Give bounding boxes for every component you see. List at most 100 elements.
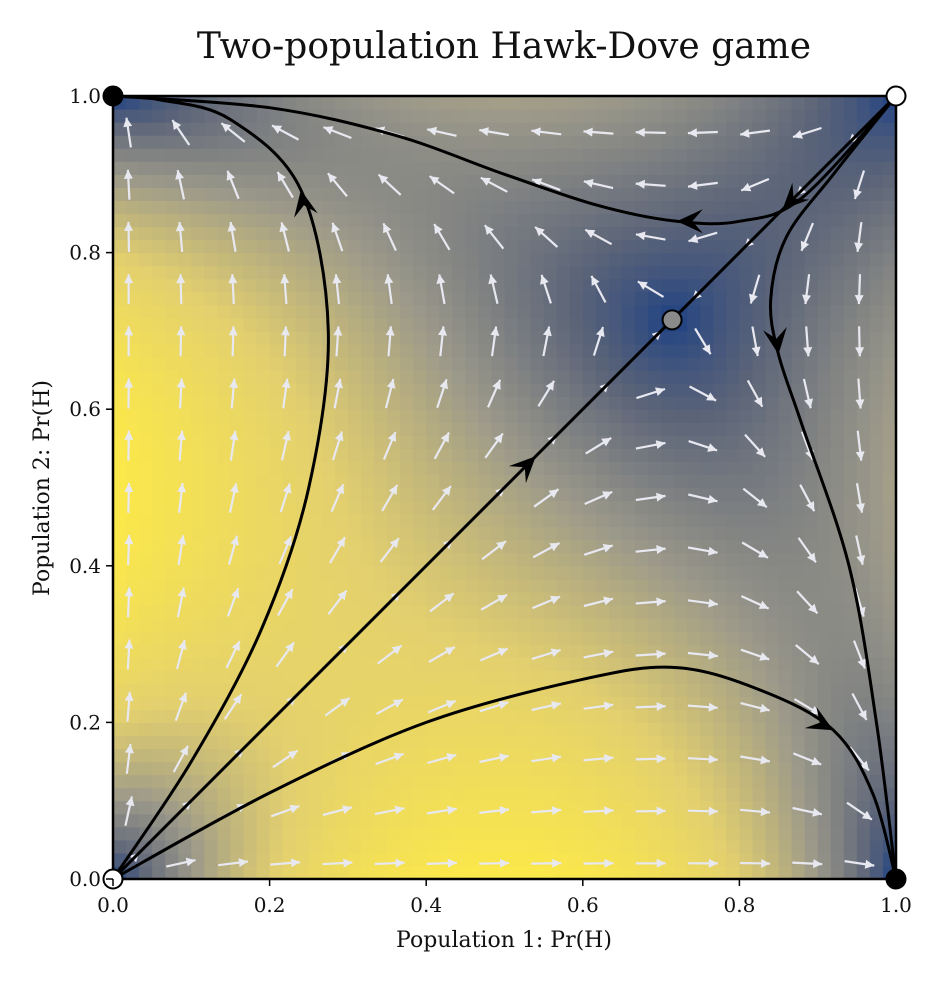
heatmap-cell bbox=[165, 865, 179, 879]
heatmap-cell bbox=[882, 330, 896, 345]
heatmap-cell bbox=[374, 748, 388, 763]
heatmap-cell bbox=[582, 213, 597, 228]
heatmap-cell bbox=[621, 409, 636, 423]
heatmap-cell bbox=[191, 618, 205, 632]
heatmap-cell bbox=[152, 109, 166, 123]
field-arrow bbox=[486, 379, 502, 408]
heatmap-cell bbox=[334, 578, 349, 593]
heatmap-cell bbox=[295, 357, 310, 371]
heatmap-cell bbox=[778, 278, 793, 293]
heatmap-cell bbox=[804, 774, 819, 789]
heatmap-cell bbox=[713, 813, 727, 828]
heatmap-cell bbox=[804, 631, 819, 645]
heatmap-cell bbox=[687, 865, 701, 879]
heatmap-cell bbox=[791, 109, 806, 123]
heatmap-cell bbox=[739, 578, 754, 593]
heatmap-cell bbox=[308, 839, 323, 854]
heatmap-cell bbox=[869, 357, 884, 371]
heatmap-cell bbox=[178, 657, 192, 671]
heatmap-cell bbox=[321, 644, 336, 658]
heatmap-cell bbox=[295, 839, 310, 854]
heatmap-cell bbox=[504, 461, 519, 476]
heatmap-cell bbox=[543, 370, 558, 384]
heatmap-cell bbox=[791, 657, 806, 671]
heatmap-cell bbox=[765, 161, 780, 175]
heatmap-cell bbox=[517, 696, 532, 710]
heatmap-cell bbox=[530, 357, 545, 371]
heatmap-cell bbox=[191, 683, 205, 697]
heatmap-cell bbox=[165, 200, 179, 215]
heatmap-cell bbox=[726, 383, 740, 397]
heatmap-cell bbox=[869, 239, 884, 254]
heatmap-cell bbox=[530, 526, 545, 541]
heatmap-cell bbox=[165, 135, 179, 149]
heatmap-cell bbox=[204, 852, 218, 867]
heatmap-cell bbox=[426, 396, 440, 410]
heatmap-cell bbox=[804, 526, 819, 541]
heatmap-cell bbox=[452, 735, 466, 750]
heatmap-cell bbox=[243, 591, 258, 606]
field-arrow bbox=[374, 858, 405, 868]
heatmap-cell bbox=[334, 618, 349, 632]
heatmap-cell bbox=[648, 96, 662, 110]
heatmap-cell bbox=[739, 826, 754, 841]
heatmap-cell bbox=[452, 487, 466, 502]
heatmap-cell bbox=[413, 291, 427, 306]
heatmap-cell bbox=[661, 226, 675, 241]
heatmap-cell bbox=[360, 552, 375, 567]
field-arrow bbox=[322, 805, 353, 817]
heatmap-cell bbox=[400, 826, 414, 841]
heatmap-cell bbox=[165, 604, 179, 619]
heatmap-cell bbox=[113, 135, 127, 149]
heatmap-cell bbox=[152, 500, 166, 515]
heatmap-cell bbox=[152, 657, 166, 671]
heatmap-cell bbox=[687, 135, 701, 149]
heatmap-cell bbox=[400, 539, 414, 554]
heatmap-cell bbox=[204, 226, 218, 241]
heatmap-cell bbox=[139, 239, 153, 254]
heatmap-cell bbox=[139, 317, 153, 332]
field-arrow-head bbox=[282, 483, 292, 494]
heatmap-cell bbox=[791, 252, 806, 267]
heatmap-cell bbox=[243, 135, 258, 149]
heatmap-cell bbox=[674, 422, 688, 436]
heatmap-cell bbox=[804, 683, 819, 697]
heatmap-cell bbox=[230, 252, 245, 267]
heatmap-cell bbox=[204, 631, 218, 645]
field-arrow bbox=[687, 858, 718, 868]
trajectory-arrowhead bbox=[763, 327, 787, 355]
heatmap-cell bbox=[713, 722, 727, 737]
heatmap-cell bbox=[178, 683, 192, 697]
heatmap-cell bbox=[243, 487, 258, 502]
heatmap-cell bbox=[439, 735, 453, 750]
heatmap-cell bbox=[661, 813, 675, 828]
heatmap-cell bbox=[517, 422, 532, 436]
heatmap-cell bbox=[165, 696, 179, 710]
heatmap-cell bbox=[674, 122, 688, 136]
heatmap-cell bbox=[426, 565, 440, 580]
heatmap-cell bbox=[700, 409, 714, 423]
heatmap-cell bbox=[856, 109, 871, 123]
heatmap-cell bbox=[113, 343, 127, 358]
heatmap-cell bbox=[569, 370, 584, 384]
heatmap-cell bbox=[765, 552, 780, 567]
heatmap-cell bbox=[726, 396, 740, 410]
heatmap-cell bbox=[152, 696, 166, 710]
field-arrow-head bbox=[708, 754, 718, 764]
heatmap-cell bbox=[204, 539, 218, 554]
heatmap-cell bbox=[608, 539, 623, 554]
heatmap-cell bbox=[778, 526, 793, 541]
heatmap-cell bbox=[165, 552, 179, 567]
field-arrow bbox=[490, 326, 500, 357]
heatmap-cell bbox=[869, 735, 884, 750]
heatmap-cell bbox=[334, 148, 349, 162]
heatmap-cell bbox=[204, 161, 218, 175]
heatmap-cell bbox=[139, 644, 153, 658]
heatmap-cell bbox=[243, 370, 258, 384]
heatmap-cell bbox=[217, 670, 232, 684]
heatmap-cell bbox=[139, 252, 153, 267]
heatmap-cell bbox=[165, 578, 179, 593]
field-arrow-head bbox=[749, 293, 758, 304]
heatmap-cell bbox=[282, 200, 297, 215]
heatmap-cell bbox=[113, 513, 127, 528]
